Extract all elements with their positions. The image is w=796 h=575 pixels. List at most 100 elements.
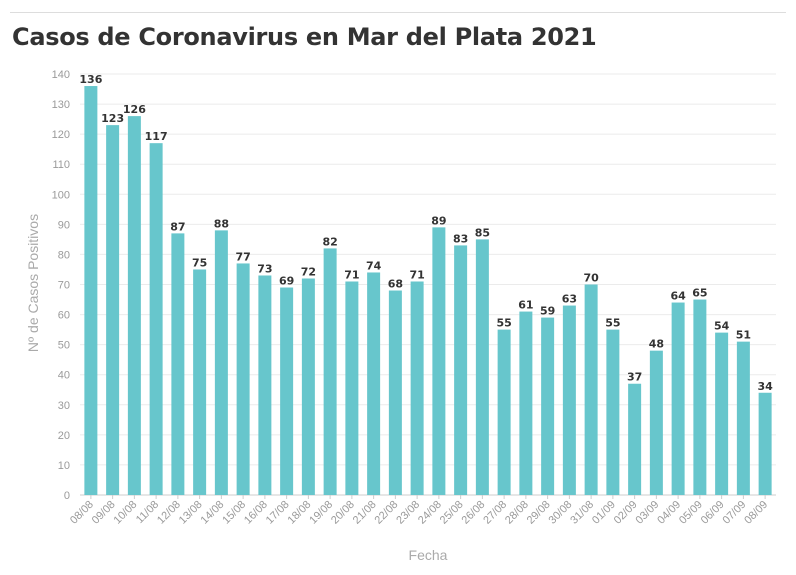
x-tick-label: 29/08 — [525, 499, 553, 527]
bar — [758, 392, 772, 495]
bar — [214, 230, 228, 495]
x-tick-label: 26/08 — [460, 499, 488, 527]
top-divider — [10, 12, 786, 13]
data-label: 77 — [235, 250, 250, 263]
y-axis: 0 10 20 30 40 50 60 70 80 90 100 110 120 130 140 — [52, 69, 70, 502]
data-label: 65 — [692, 287, 707, 300]
x-tick-label: 16/08 — [242, 499, 270, 527]
data-label: 87 — [170, 220, 185, 233]
data-label: 55 — [496, 317, 511, 330]
x-tick-label: 06/09 — [699, 499, 727, 527]
data-label: 136 — [79, 73, 102, 86]
bar — [649, 350, 663, 495]
chart-title: Casos de Coronavirus en Mar del Plata 20… — [12, 23, 597, 51]
y-tick-label: 60 — [58, 310, 70, 322]
x-tick-label: 04/09 — [655, 499, 683, 527]
data-label: 55 — [605, 317, 620, 330]
x-tick-label: 15/08 — [220, 499, 248, 527]
bar — [301, 278, 315, 495]
data-label: 117 — [145, 130, 168, 143]
bar — [628, 383, 642, 495]
bar — [258, 275, 272, 495]
data-label: 61 — [518, 299, 533, 312]
bar — [671, 302, 685, 495]
data-label: 70 — [583, 272, 599, 285]
data-label: 85 — [475, 226, 490, 239]
bar — [497, 329, 511, 495]
x-tick-label: 20/08 — [329, 499, 357, 527]
data-label: 34 — [757, 380, 773, 393]
bar — [84, 86, 98, 496]
gridlines — [80, 73, 776, 496]
data-label: 37 — [627, 371, 642, 384]
y-tick-label: 0 — [64, 490, 70, 502]
x-tick-label: 11/08 — [134, 499, 161, 526]
bar — [454, 245, 468, 495]
data-label: 72 — [301, 265, 316, 278]
bar — [171, 233, 185, 495]
data-label: 54 — [714, 320, 730, 333]
x-axis: 08/0809/0810/0811/0812/0813/0814/0815/08… — [68, 495, 770, 527]
y-axis-title: Nº de Casos Positivos — [25, 214, 41, 352]
bar — [345, 281, 359, 495]
data-label: 51 — [736, 329, 751, 342]
data-label: 88 — [214, 217, 229, 230]
bar — [149, 143, 163, 495]
x-tick-label: 22/08 — [373, 499, 401, 527]
x-tick-label: 08/09 — [742, 499, 770, 527]
bar — [693, 299, 707, 495]
data-label: 68 — [388, 278, 403, 291]
x-tick-label: 12/08 — [155, 499, 183, 527]
y-tick-label: 140 — [52, 69, 70, 81]
bar — [432, 227, 446, 495]
bar — [562, 305, 576, 495]
x-tick-label: 03/09 — [634, 499, 662, 527]
data-label: 89 — [431, 214, 446, 227]
x-tick-label: 07/09 — [721, 499, 749, 527]
x-tick-label: 25/08 — [438, 499, 466, 527]
x-tick-label: 30/08 — [547, 499, 575, 527]
x-tick-label: 21/08 — [351, 499, 379, 527]
data-label: 83 — [453, 232, 468, 245]
x-tick-label: 14/08 — [199, 499, 227, 527]
data-label: 71 — [409, 268, 424, 281]
x-tick-label: 28/08 — [503, 499, 531, 527]
x-tick-label: 17/08 — [264, 499, 292, 527]
data-label: 64 — [670, 290, 686, 303]
x-tick-label: 02/09 — [612, 499, 640, 527]
y-tick-label: 70 — [58, 280, 70, 292]
x-axis-title: Fecha — [409, 547, 448, 563]
y-tick-label: 120 — [52, 129, 70, 141]
bar — [410, 281, 424, 495]
bar — [127, 116, 141, 495]
data-label: 69 — [279, 275, 294, 288]
data-label: 59 — [540, 305, 555, 318]
data-label: 126 — [123, 103, 146, 116]
y-tick-label: 130 — [52, 99, 70, 111]
data-label: 48 — [649, 338, 664, 351]
x-tick-label: 18/08 — [286, 499, 314, 527]
bar — [367, 272, 381, 495]
data-label: 74 — [366, 259, 382, 272]
bar — [280, 287, 294, 495]
x-tick-label: 24/08 — [416, 499, 444, 527]
data-label: 123 — [101, 112, 124, 125]
x-tick-label: 23/08 — [394, 499, 422, 527]
bar — [606, 329, 620, 495]
x-tick-label: 13/08 — [177, 499, 205, 527]
x-tick-label: 09/08 — [90, 499, 118, 527]
x-tick-label: 10/08 — [112, 499, 140, 527]
bar — [541, 317, 555, 495]
y-tick-label: 110 — [52, 159, 70, 171]
y-tick-label: 10 — [58, 460, 70, 472]
y-tick-label: 20 — [58, 430, 70, 442]
bars — [84, 86, 772, 496]
data-label: 71 — [344, 268, 359, 281]
data-label: 73 — [257, 262, 272, 275]
bar — [106, 125, 120, 495]
bar — [236, 263, 250, 495]
data-label: 75 — [192, 256, 207, 269]
bar — [323, 248, 337, 495]
